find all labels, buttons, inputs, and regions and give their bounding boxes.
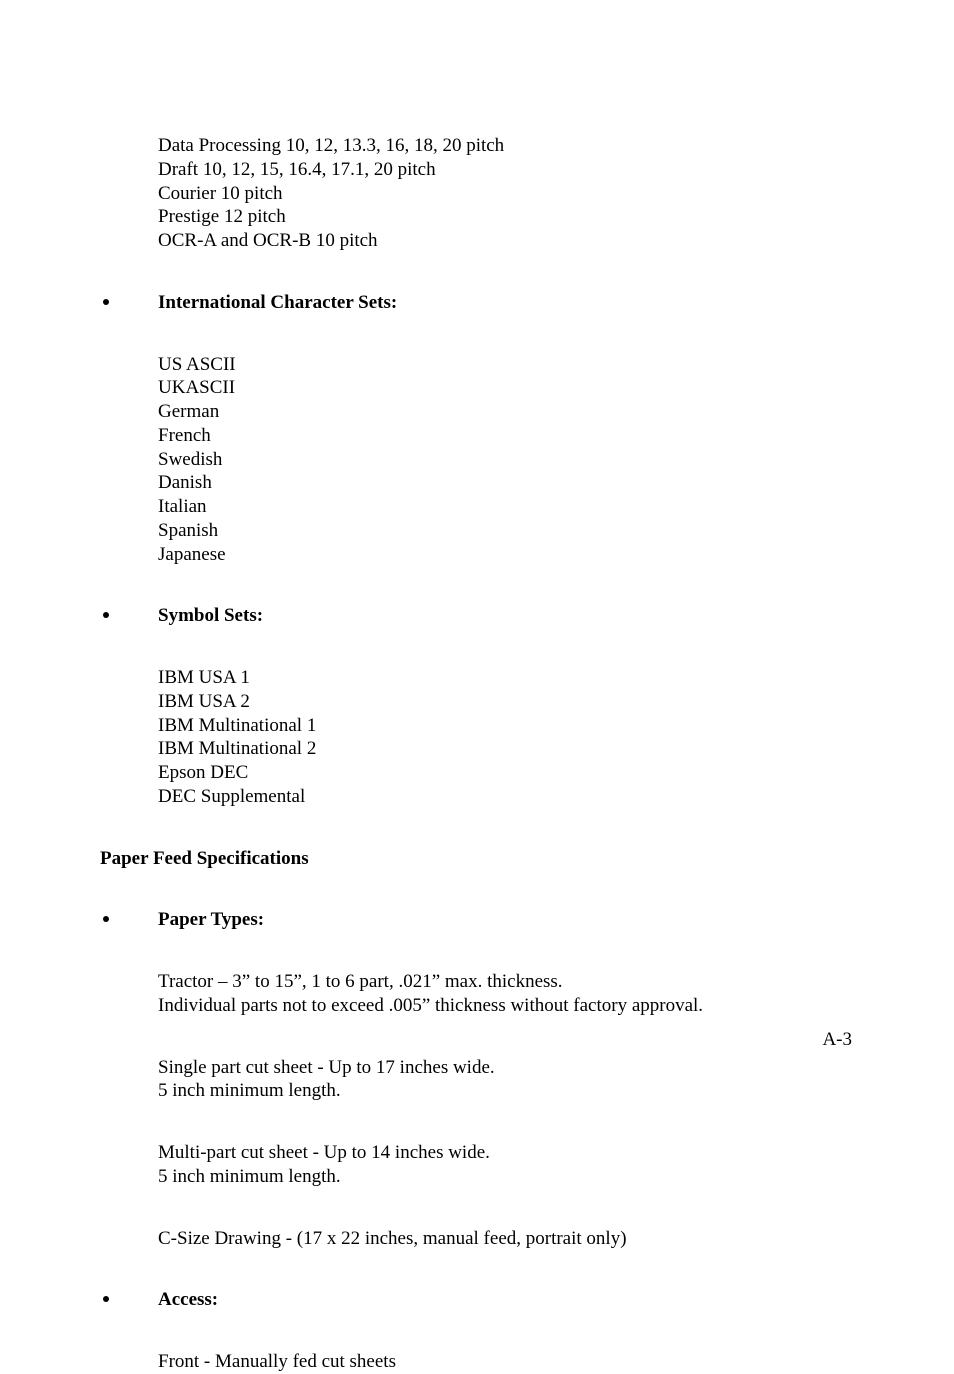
access-heading: Access: [158, 1288, 218, 1312]
bullet-intl-charsets: International Character Sets: [100, 291, 860, 315]
body-text: Single part cut sheet - Up to 17 inches … [158, 1056, 860, 1080]
body-text: Tractor – 3” to 15”, 1 to 6 part, .021” … [158, 970, 860, 994]
intl-items: US ASCII UKASCII German French Swedish D… [158, 353, 860, 567]
body-text: Front - Manually fed cut sheets [158, 1350, 860, 1374]
body-text: C-Size Drawing - (17 x 22 inches, manual… [158, 1227, 860, 1251]
list-item: IBM USA 2 [158, 690, 860, 714]
font-line: Prestige 12 pitch [158, 205, 860, 229]
bullet-icon [100, 908, 158, 932]
symbol-items: IBM USA 1 IBM USA 2 IBM Multinational 1 … [158, 666, 860, 809]
bullet-paper-types: Paper Types: [100, 908, 860, 932]
body-text: Multi-part cut sheet - Up to 14 inches w… [158, 1141, 860, 1165]
paper-types-body: Multi-part cut sheet - Up to 14 inches w… [158, 1141, 860, 1189]
list-item: Danish [158, 471, 860, 495]
paper-types-body: C-Size Drawing - (17 x 22 inches, manual… [158, 1227, 860, 1251]
font-line: Data Processing 10, 12, 13.3, 16, 18, 20… [158, 134, 860, 158]
bullet-access: Access: [100, 1288, 860, 1312]
list-item: DEC Supplemental [158, 785, 860, 809]
list-item: Swedish [158, 448, 860, 472]
list-item: Japanese [158, 543, 860, 567]
list-item: Spanish [158, 519, 860, 543]
bullet-symbol-sets: Symbol Sets: [100, 604, 860, 628]
list-item: IBM USA 1 [158, 666, 860, 690]
bullet-icon [100, 604, 158, 628]
paper-types-heading: Paper Types: [158, 908, 264, 932]
list-item: Epson DEC [158, 761, 860, 785]
body-text: 5 inch minimum length. [158, 1165, 860, 1189]
body-text: 5 inch minimum length. [158, 1079, 860, 1103]
font-line: OCR-A and OCR-B 10 pitch [158, 229, 860, 253]
intl-heading: International Character Sets: [158, 291, 397, 315]
paper-feed-heading: Paper Feed Specifications [100, 847, 860, 871]
paper-types-body: Single part cut sheet - Up to 17 inches … [158, 1056, 860, 1104]
bullet-icon [100, 1288, 158, 1312]
symbol-heading: Symbol Sets: [158, 604, 263, 628]
list-item: UKASCII [158, 376, 860, 400]
font-line: Courier 10 pitch [158, 182, 860, 206]
page-number: A-3 [822, 1028, 852, 1052]
list-item: IBM Multinational 1 [158, 714, 860, 738]
body-text: Individual parts not to exceed .005” thi… [158, 994, 860, 1018]
page-content: Data Processing 10, 12, 13.3, 16, 18, 20… [100, 134, 860, 1374]
fonts-block: Data Processing 10, 12, 13.3, 16, 18, 20… [158, 134, 860, 253]
list-item: Italian [158, 495, 860, 519]
bullet-icon [100, 291, 158, 315]
paper-types-body: Tractor – 3” to 15”, 1 to 6 part, .021” … [158, 970, 860, 1018]
list-item: French [158, 424, 860, 448]
font-line: Draft 10, 12, 15, 16.4, 17.1, 20 pitch [158, 158, 860, 182]
list-item: US ASCII [158, 353, 860, 377]
list-item: German [158, 400, 860, 424]
list-item: IBM Multinational 2 [158, 737, 860, 761]
access-body: Front - Manually fed cut sheets [158, 1350, 860, 1374]
